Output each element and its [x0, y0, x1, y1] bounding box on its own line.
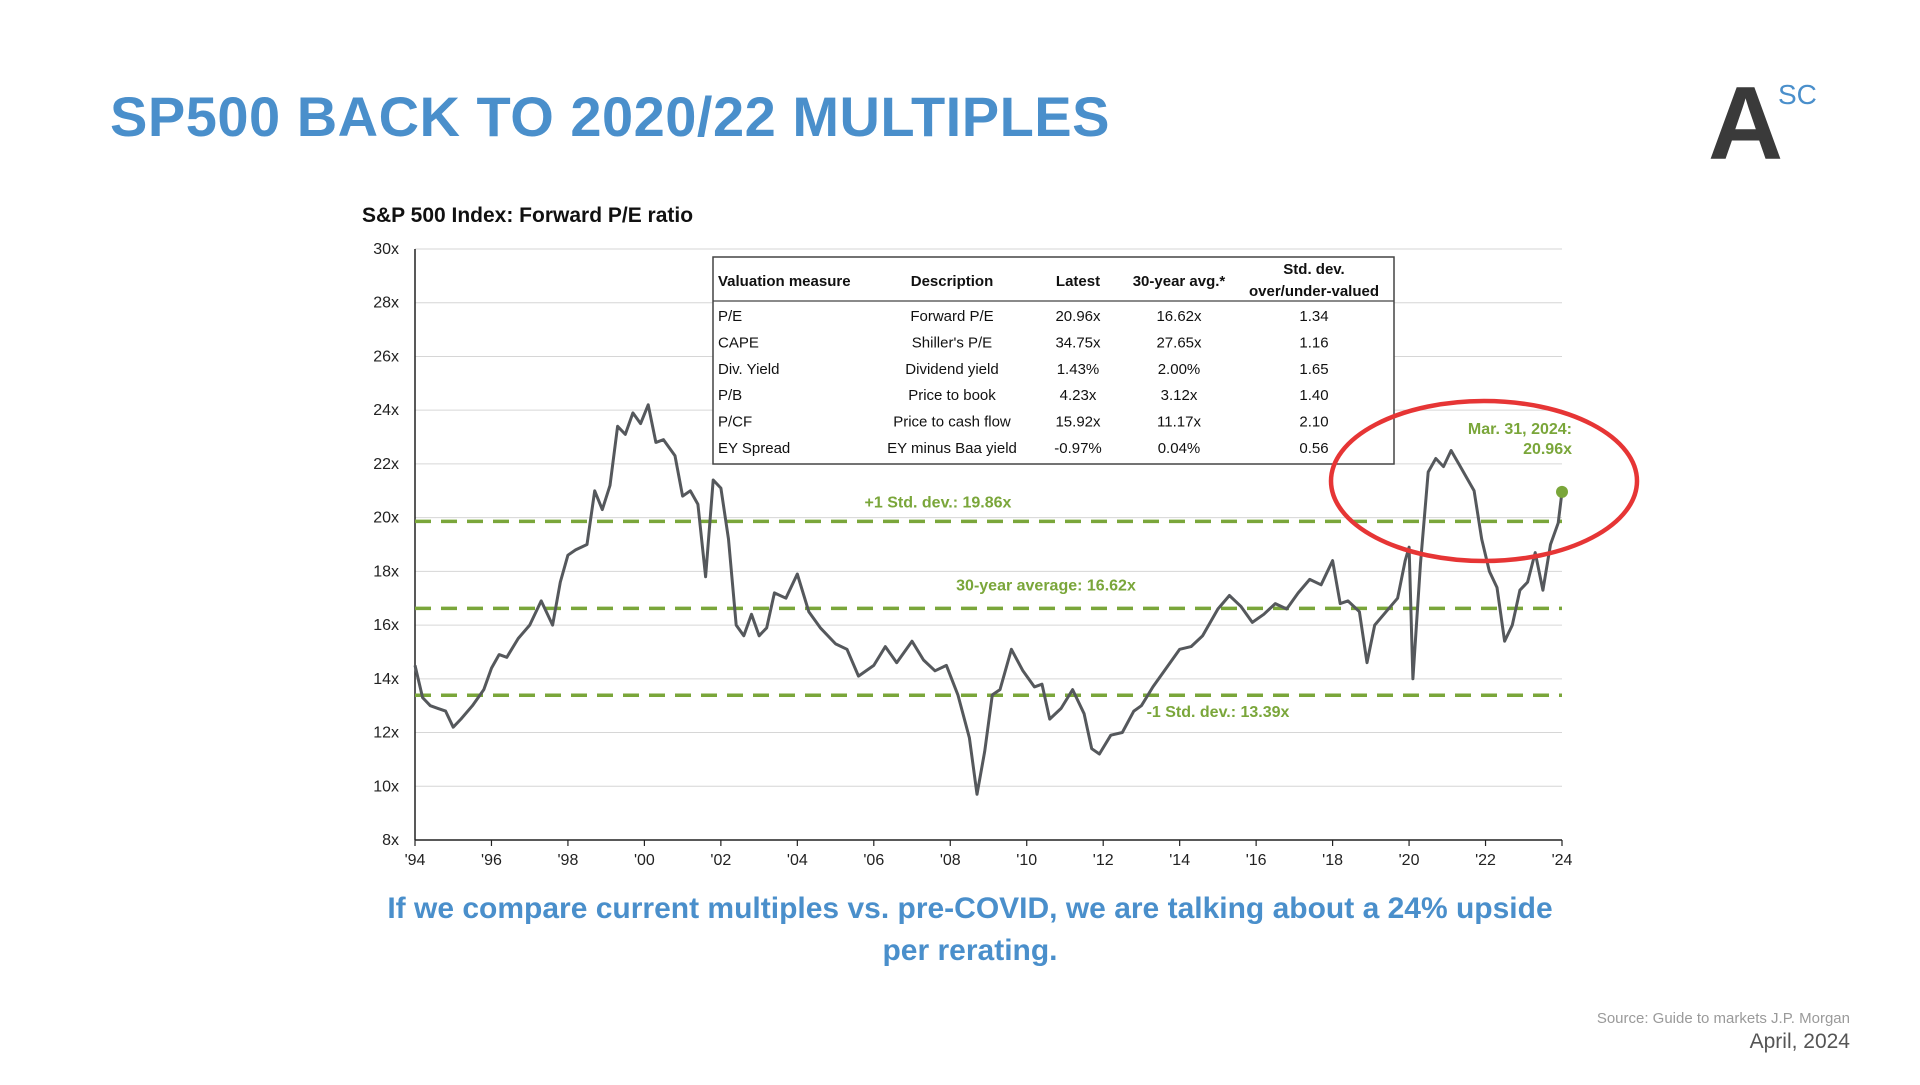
y-tick-label: 10x: [373, 778, 399, 795]
x-tick-label: '04: [787, 852, 808, 869]
x-tick-label: '08: [940, 852, 961, 869]
table-header: Valuation measure: [718, 273, 851, 290]
table-cell: 1.43%: [1057, 361, 1100, 378]
x-tick-label: '20: [1399, 852, 1420, 869]
table-cell: 1.16: [1299, 334, 1328, 351]
table-frame: [712, 256, 1395, 465]
table-cell: P/B: [718, 387, 742, 404]
x-tick-label: '06: [863, 852, 884, 869]
table-cell: 1.34: [1299, 308, 1328, 325]
table-cell: P/E: [718, 308, 742, 325]
chart-title: S&P 500 Index: Forward P/E ratio: [362, 204, 693, 227]
x-tick-label: '16: [1246, 852, 1267, 869]
table-header: Std. dev.: [1283, 261, 1344, 278]
x-tick-label: '18: [1322, 852, 1343, 869]
x-tick-label: '96: [481, 852, 502, 869]
table-cell: Div. Yield: [718, 361, 779, 378]
highlight-ellipse: [1328, 398, 1640, 564]
table-cell: Price to cash flow: [893, 414, 1011, 431]
x-tick-label: '94: [405, 852, 426, 869]
table-cell: CAPE: [718, 334, 759, 351]
table-cell: 34.75x: [1055, 334, 1101, 351]
x-tick-label: '98: [558, 852, 579, 869]
table-cell: 1.40: [1299, 387, 1328, 404]
table-header: Description: [911, 273, 994, 290]
table-cell: 11.17x: [1157, 414, 1201, 431]
y-tick-label: 16x: [373, 617, 399, 634]
reference-line-label: 30-year average: 16.62x: [956, 577, 1136, 594]
y-tick-label: 22x: [373, 456, 399, 473]
table-cell: Shiller's P/E: [912, 334, 992, 351]
x-tick-label: '02: [710, 852, 731, 869]
table-cell: 0.04%: [1158, 440, 1201, 457]
latest-point: [1556, 485, 1568, 498]
table-cell: 1.65: [1299, 361, 1328, 378]
reference-line-label: +1 Std. dev.: 19.86x: [865, 494, 1012, 511]
y-tick-label: 28x: [373, 295, 399, 312]
source-note: Source: Guide to markets J.P. Morgan: [1596, 1010, 1850, 1027]
table-cell: 0.56: [1299, 440, 1328, 457]
table-cell: 15.92x: [1055, 414, 1101, 431]
slide-title: SP500 BACK TO 2020/22 MULTIPLES: [110, 85, 1110, 148]
x-tick-label: '22: [1475, 852, 1496, 869]
table-header: Latest: [1056, 273, 1100, 290]
y-tick-label: 18x: [373, 563, 399, 580]
y-tick-label: 14x: [373, 671, 399, 688]
x-tick-label: '24: [1552, 852, 1573, 869]
table-cell: EY minus Baa yield: [887, 440, 1017, 457]
y-tick-label: 26x: [373, 348, 399, 365]
latest-label-date: Mar. 31, 2024:: [1468, 421, 1572, 438]
table-cell: 27.65x: [1156, 334, 1202, 351]
y-tick-label: 8x: [382, 832, 399, 849]
table-cell: 4.23x: [1060, 387, 1097, 404]
slide-caption: If we compare current multiples vs. pre-…: [387, 892, 1553, 967]
x-tick-label: '12: [1093, 852, 1114, 869]
y-tick-label: 30x: [373, 241, 399, 258]
logo-letter: A: [1708, 66, 1784, 182]
y-axis: 8x 10x 12x 14x 16x 18x 20x 22x 24x 26x 28x 30x: [373, 241, 416, 849]
pe-ratio-line: [413, 403, 1564, 796]
latest-label-value: 20.96x: [1523, 441, 1572, 458]
x-axis: '94 '96 '98 '00 '02 '04 '06 '08 '10 '12 '14 '16 '18 '…: [405, 839, 1573, 869]
company-logo: A SC: [1708, 66, 1828, 182]
slide-date: April, 2024: [1749, 1030, 1850, 1053]
y-tick-label: 20x: [373, 510, 399, 527]
table-cell: EY Spread: [718, 440, 790, 457]
reference-line-label: -1 Std. dev.: 13.39x: [1147, 704, 1290, 721]
y-tick-label: 24x: [373, 402, 399, 419]
latest-annotation: Mar. 31, 2024: 20.96x: [1328, 398, 1640, 564]
table-cell: Dividend yield: [905, 361, 998, 378]
table-cell: Price to book: [908, 387, 996, 404]
valuation-table: Valuation measure Description Latest 30-yea…: [712, 256, 1395, 465]
table-cell: Forward P/E: [910, 308, 993, 325]
table-cell: -0.97%: [1054, 440, 1102, 457]
x-tick-label: '00: [634, 852, 655, 869]
table-header: over/under-valued: [1249, 283, 1379, 300]
table-cell: 16.62x: [1156, 308, 1202, 325]
table-cell: 3.12x: [1161, 387, 1198, 404]
x-tick-label: '10: [1016, 852, 1037, 869]
y-tick-label: 12x: [373, 725, 399, 742]
table-cell: 2.10: [1299, 414, 1328, 431]
table-header: 30-year avg.*: [1133, 273, 1226, 290]
logo-superscript: SC: [1778, 79, 1817, 110]
table-cell: 20.96x: [1055, 308, 1101, 325]
x-tick-label: '14: [1169, 852, 1190, 869]
reference-lines: +1 Std. dev.: 19.86x 30-year average: 16.…: [415, 494, 1562, 721]
table-cell: 2.00%: [1158, 361, 1201, 378]
series-group: [413, 403, 1564, 796]
table-cell: P/CF: [718, 414, 752, 431]
